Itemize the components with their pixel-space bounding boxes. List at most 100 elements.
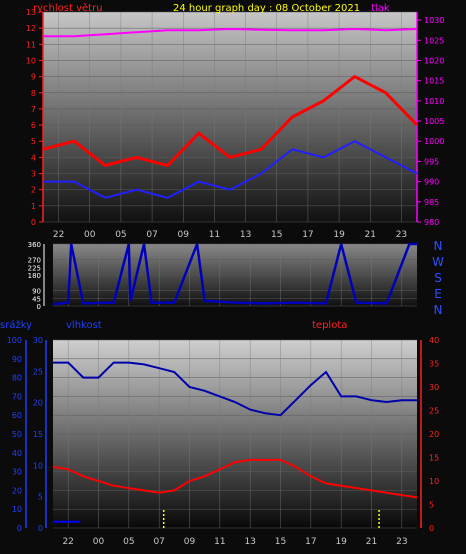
y-left-tick-label: 6 (31, 121, 36, 130)
y-temp-tick-label: 40 (429, 336, 439, 345)
y-direction-tick-label: 90 (32, 288, 41, 296)
y-right-tick-label: 1030 (424, 16, 444, 25)
y-humidity-tick-label: 100 (7, 336, 22, 345)
y-left-tick-label: 8 (31, 89, 36, 98)
x-tick-label: 00 (93, 537, 105, 547)
y-temp-tick-label: 10 (429, 477, 439, 486)
compass-label: E (434, 287, 442, 301)
compass-label: N (434, 303, 443, 317)
y-humidity-tick-label: 0 (17, 524, 22, 533)
chart-title: 24 hour graph day : 08 October 2021 (173, 3, 360, 14)
y-direction-tick-label: 225 (28, 264, 41, 272)
x-tick-label: 13 (240, 230, 251, 240)
y-precip-tick-label: 20 (33, 399, 43, 408)
y-left-tick-label: 1 (31, 202, 36, 211)
x-tick-label: 22 (62, 537, 73, 547)
y-left-tick-label: 2 (31, 186, 36, 195)
y-right-tick-label: 1010 (424, 97, 444, 106)
y-left-tick-label: 5 (31, 137, 36, 146)
y-humidity-tick-label: 50 (12, 430, 22, 439)
x-tick-label: 21 (366, 537, 377, 547)
temperature-axis-label: teplota (312, 320, 347, 331)
y-direction-tick-label: 45 (32, 295, 41, 303)
y-temp-tick-label: 35 (429, 360, 439, 369)
y-left-tick-label: 3 (31, 170, 36, 179)
y-temp-tick-label: 25 (429, 407, 439, 416)
y-humidity-tick-label: 70 (12, 392, 22, 401)
y-precip-tick-label: 0 (38, 524, 43, 533)
y-right-tick-label: 1000 (424, 137, 444, 146)
y-direction-tick-label: 0 (37, 303, 41, 311)
y-left-tick-label: 12 (26, 24, 36, 33)
y-left-tick-label: 7 (31, 105, 36, 114)
humidity-axis-label: vlhkost (66, 320, 102, 331)
x-tick-label: 21 (365, 230, 376, 240)
y-right-tick-label: 1015 (424, 77, 444, 86)
y-humidity-tick-label: 10 (12, 505, 22, 514)
y-humidity-tick-label: 40 (12, 449, 22, 458)
x-tick-label: 22 (53, 230, 64, 240)
y-left-tick-label: 4 (31, 153, 36, 162)
y-temp-tick-label: 30 (429, 383, 439, 392)
y-temp-tick-label: 15 (429, 454, 439, 463)
x-tick-label: 17 (305, 537, 316, 547)
y-direction-tick-label: 360 (28, 241, 41, 249)
y-precip-tick-label: 10 (33, 461, 43, 470)
temperature-line (52, 458, 418, 499)
x-tick-label: 11 (209, 230, 220, 240)
x-tick-label: 05 (123, 537, 134, 547)
humidity-line (53, 361, 417, 417)
x-tick-label: 19 (335, 537, 347, 547)
x-tick-label: 07 (153, 537, 164, 547)
y-direction-tick-label: 270 (28, 257, 41, 265)
x-tick-label: 17 (302, 230, 313, 240)
x-tick-label: 19 (333, 230, 345, 240)
y-humidity-tick-label: 60 (12, 411, 22, 420)
y-humidity-tick-label: 30 (12, 468, 22, 477)
y-precip-tick-label: 30 (33, 336, 43, 345)
y-direction-tick-label: 180 (28, 272, 41, 280)
compass-label: S (434, 271, 442, 285)
wind-direction-line (52, 242, 417, 306)
y-right-tick-label: 980 (424, 218, 439, 227)
x-tick-label: 13 (244, 537, 255, 547)
y-right-tick-label: 985 (424, 198, 439, 207)
y-right-tick-label: 1025 (424, 36, 444, 45)
y-right-tick-label: 1020 (424, 56, 444, 65)
y-humidity-tick-label: 80 (12, 374, 22, 383)
y-left-tick-label: 9 (31, 73, 36, 82)
compass-label: W (432, 255, 444, 269)
y-precip-tick-label: 15 (33, 430, 43, 439)
y-precip-tick-label: 25 (33, 367, 43, 376)
x-tick-label: 23 (396, 537, 407, 547)
precip-axis-label: srážky (0, 319, 32, 331)
y-temp-tick-label: 0 (429, 524, 434, 533)
y-temp-tick-label: 5 (429, 501, 434, 510)
y-right-tick-label: 995 (424, 157, 439, 166)
x-tick-label: 05 (115, 230, 126, 240)
wind-average-line (43, 140, 418, 199)
y-left-tick-label: 13 (26, 8, 36, 17)
wind-panel-plot-area (43, 12, 417, 222)
y-left-tick-label: 10 (26, 56, 36, 65)
y-right-tick-label: 1005 (424, 117, 444, 126)
x-tick-label: 15 (275, 537, 286, 547)
pressure-line (43, 27, 418, 38)
x-tick-label: 23 (396, 230, 407, 240)
x-tick-label: 09 (178, 230, 190, 240)
wind-axis-label: rychlost větru (33, 2, 103, 14)
y-humidity-tick-label: 90 (12, 355, 22, 364)
x-tick-label: 11 (214, 537, 225, 547)
y-humidity-tick-label: 20 (12, 486, 22, 495)
x-tick-label: 07 (146, 230, 157, 240)
x-tick-label: 00 (84, 230, 96, 240)
y-temp-tick-label: 20 (429, 430, 439, 439)
y-right-tick-label: 990 (424, 178, 439, 187)
y-precip-tick-label: 5 (38, 493, 43, 502)
x-tick-label: 09 (184, 537, 196, 547)
y-left-tick-label: 0 (31, 218, 36, 227)
pressure-axis-label: tlak (371, 3, 390, 14)
y-left-tick-label: 11 (26, 40, 36, 49)
